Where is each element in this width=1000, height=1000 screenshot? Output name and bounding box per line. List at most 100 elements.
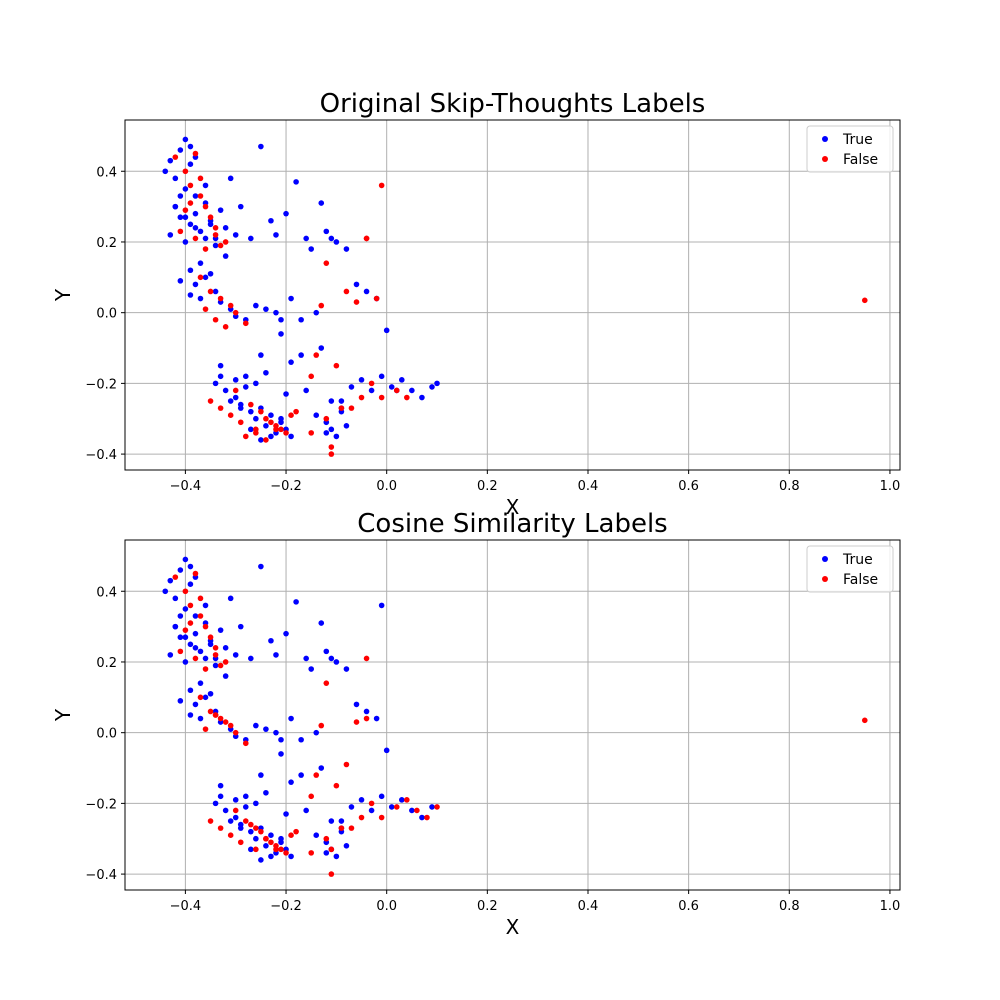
data-point-true <box>323 648 330 655</box>
data-point-false <box>323 680 330 686</box>
data-point-true <box>378 373 385 380</box>
data-point-true <box>303 387 309 394</box>
data-point-true <box>333 433 340 440</box>
data-point-false <box>313 352 320 358</box>
data-point-true <box>258 563 264 570</box>
data-point-true <box>263 369 269 376</box>
y-tick-label: 0.2 <box>96 656 117 671</box>
y-axis-ticks: −0.4 −0.2 0.0 0.2 0.4 <box>85 585 125 883</box>
data-point-false <box>293 408 299 415</box>
data-point-false <box>308 430 315 436</box>
data-point-true <box>343 246 350 252</box>
x-tick-label: 1.0 <box>880 479 901 494</box>
data-point-true <box>348 804 355 810</box>
legend-marker-true <box>822 556 828 562</box>
data-point-false <box>212 316 219 323</box>
y-tick-label: −0.4 <box>85 448 117 463</box>
data-point-false <box>313 772 320 778</box>
data-point-true <box>182 239 189 245</box>
data-point-true <box>343 666 350 672</box>
data-point-false <box>197 613 204 619</box>
data-point-true <box>187 221 194 228</box>
data-point-false <box>273 846 279 853</box>
data-point-true <box>293 179 299 185</box>
data-point-true <box>273 652 279 658</box>
data-point-true <box>167 232 174 238</box>
data-point-true <box>248 655 254 662</box>
data-point-false <box>202 726 209 732</box>
data-point-true <box>192 210 199 217</box>
data-point-false <box>207 398 214 404</box>
data-point-false <box>283 850 289 856</box>
data-point-true <box>182 634 189 641</box>
data-point-true <box>409 387 415 394</box>
data-point-false <box>222 239 229 245</box>
legend-box <box>806 545 894 593</box>
data-point-true <box>177 278 184 284</box>
data-point-true <box>253 722 259 729</box>
data-point-true <box>338 818 345 824</box>
gridlines <box>125 120 900 470</box>
data-point-true <box>288 853 294 860</box>
data-point-false <box>323 835 330 842</box>
data-point-false <box>861 297 868 304</box>
data-point-false <box>861 717 868 724</box>
data-point-true <box>192 645 199 651</box>
data-point-true <box>182 186 189 192</box>
data-point-true <box>368 387 375 394</box>
data-point-false <box>207 708 214 715</box>
data-point-true <box>263 423 269 429</box>
data-point-false <box>217 405 224 411</box>
data-point-true <box>232 814 239 821</box>
y-axis-ticks: −0.4 −0.2 0.0 0.2 0.4 <box>85 165 125 463</box>
data-point-true <box>187 292 194 298</box>
data-point-true <box>328 818 335 824</box>
data-point-true <box>197 648 204 655</box>
legend-marker-true <box>822 136 828 142</box>
data-point-true <box>348 384 355 390</box>
data-point-true <box>207 221 214 228</box>
legend-label-true: True <box>842 132 873 148</box>
data-point-true <box>172 175 179 182</box>
data-point-false <box>268 839 274 846</box>
data-point-true <box>187 641 194 648</box>
legend-label-true: True <box>842 552 873 568</box>
data-point-true <box>273 309 279 316</box>
data-point-false <box>227 412 234 419</box>
scatter-points <box>162 556 868 877</box>
scatter-points <box>162 136 868 457</box>
data-point-true <box>248 408 254 415</box>
data-point-true <box>177 193 184 199</box>
data-point-true <box>278 751 284 757</box>
data-point-true <box>373 715 380 722</box>
y-axis-label: Y <box>51 288 75 302</box>
data-point-true <box>328 426 335 433</box>
x-tick-label: 0.2 <box>477 479 498 494</box>
x-tick-label: −0.2 <box>270 899 302 914</box>
data-point-true <box>258 352 264 358</box>
data-point-true <box>278 415 284 422</box>
data-point-false <box>424 814 430 821</box>
data-point-true <box>303 655 309 662</box>
data-point-true <box>293 599 299 605</box>
data-point-true <box>212 242 219 249</box>
x-tick-label: −0.4 <box>170 479 202 494</box>
data-point-false <box>358 814 365 821</box>
data-point-true <box>288 779 294 785</box>
data-point-false <box>338 825 345 831</box>
data-point-true <box>298 316 304 323</box>
data-point-false <box>348 825 355 831</box>
data-point-true <box>398 377 405 383</box>
x-axis-ticks: −0.4 −0.2 0.0 0.2 0.4 0.6 0.8 1.0 <box>170 470 901 494</box>
data-point-true <box>278 835 284 842</box>
data-point-true <box>278 736 284 743</box>
data-point-false <box>202 666 209 672</box>
data-point-false <box>242 740 249 747</box>
data-point-true <box>268 412 274 419</box>
data-point-true <box>177 214 184 221</box>
data-point-true <box>192 225 199 231</box>
data-point-false <box>253 846 259 853</box>
data-point-true <box>253 835 259 842</box>
data-point-true <box>197 295 204 302</box>
data-point-true <box>318 200 325 206</box>
